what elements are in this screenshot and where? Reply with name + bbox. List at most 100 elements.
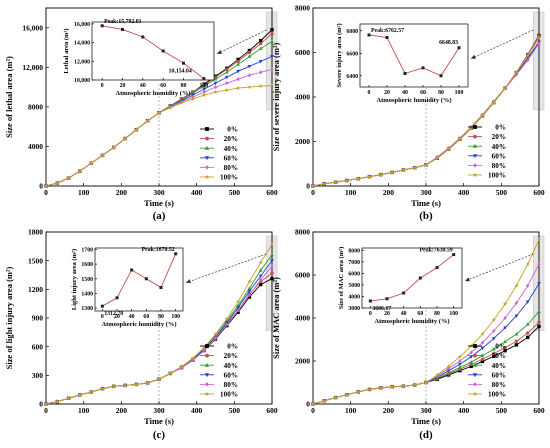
data-point xyxy=(77,168,82,173)
data-point xyxy=(236,59,240,64)
x-axis-label: Time (s) xyxy=(411,198,441,208)
y-tick-label: 8000 xyxy=(28,102,43,111)
data-point xyxy=(258,274,263,278)
data-point xyxy=(202,345,207,350)
data-point xyxy=(310,183,316,188)
x-tick-label: 500 xyxy=(496,406,508,415)
legend-marker xyxy=(205,353,209,358)
data-point xyxy=(259,41,263,46)
y-tick-label: 2000 xyxy=(295,357,310,366)
x-tick-label: 0 xyxy=(311,188,315,197)
inset-y-tick-label: 4000 xyxy=(348,294,360,300)
data-point xyxy=(247,84,252,89)
data-point xyxy=(503,315,507,321)
legend-marker xyxy=(204,391,210,396)
data-point xyxy=(247,286,252,290)
legend-label: 20% xyxy=(224,135,238,143)
inset-data-point xyxy=(439,74,443,78)
inset-data-point xyxy=(452,253,456,257)
data-point xyxy=(503,85,508,90)
legend-label: 60% xyxy=(224,154,238,162)
data-point xyxy=(270,32,274,36)
data-point xyxy=(536,35,542,40)
inset-y-tick-label: 3000 xyxy=(348,306,360,312)
data-point xyxy=(236,57,240,62)
data-point xyxy=(224,316,229,321)
y-tick-label: 2000 xyxy=(295,137,310,146)
data-point xyxy=(202,92,207,97)
x-tick-label: 0 xyxy=(311,406,315,415)
y-tick-label: 0 xyxy=(39,400,43,409)
inset-data-point xyxy=(385,36,389,39)
data-point xyxy=(378,172,383,177)
y-tick-label: 12,000 xyxy=(22,63,43,72)
data-point xyxy=(480,353,485,357)
y-tick-label: 6000 xyxy=(295,48,310,57)
data-point xyxy=(480,331,485,336)
x-tick-label: 600 xyxy=(533,188,545,197)
data-point xyxy=(55,180,60,185)
data-point xyxy=(344,178,349,183)
data-point xyxy=(356,176,361,181)
data-point xyxy=(458,362,462,367)
y-tick-label: 8000 xyxy=(295,228,310,237)
inset-x-tick-label: 100 xyxy=(199,83,208,89)
legend-label: 80% xyxy=(492,162,506,170)
data-point xyxy=(179,100,184,105)
inset-frame xyxy=(359,23,469,88)
inset-pointer-arrowhead xyxy=(471,54,476,59)
inset-x-tick-label: 40 xyxy=(140,83,146,89)
inset-x-axis-label: Atmospheric humidity (%) xyxy=(115,90,190,97)
data-point xyxy=(401,167,406,172)
inset-data-point xyxy=(100,304,104,308)
data-point xyxy=(247,54,252,58)
inset-y-axis-label: Severe injury area (m²) xyxy=(336,23,343,87)
data-point xyxy=(247,50,252,55)
data-point xyxy=(412,165,417,170)
y-axis-label: Size of MAC area (m²) xyxy=(271,277,281,359)
legend-marker xyxy=(472,143,478,148)
data-point xyxy=(236,62,240,66)
data-point xyxy=(514,343,519,347)
inset-x-tick-label: 0 xyxy=(101,83,104,89)
data-point xyxy=(333,395,338,400)
data-point xyxy=(446,369,451,373)
data-point xyxy=(514,314,519,318)
inset-annotation: Peak:1670.52 xyxy=(142,247,175,253)
inset-y-tick-label: 5000 xyxy=(348,283,360,289)
inset-data-point xyxy=(182,61,185,65)
y-axis-label: Size of severe injury area (m²) xyxy=(271,42,281,151)
y-tick-label: 0 xyxy=(306,400,310,409)
data-point xyxy=(457,354,462,359)
legend: 0%20% 40%60% 80% 100% xyxy=(468,343,506,399)
data-point xyxy=(269,83,275,88)
legend-label: 20% xyxy=(492,352,506,360)
data-point xyxy=(435,155,440,160)
data-point xyxy=(310,401,316,406)
data-point xyxy=(401,383,406,388)
inset-chart: 0 20 40 60 80 100 6400 6600 6800 Atmospheric humi… xyxy=(336,23,469,104)
legend-label: 80% xyxy=(224,164,238,172)
legend-label: 100% xyxy=(488,391,506,399)
data-point xyxy=(236,77,240,82)
legend-marker xyxy=(205,344,209,348)
inset-x-tick-label: 80 xyxy=(434,311,440,317)
data-point xyxy=(480,113,485,118)
data-point xyxy=(168,105,173,110)
x-tick-label: 0 xyxy=(44,188,48,197)
data-point xyxy=(77,392,82,397)
data-point xyxy=(526,58,530,63)
data-point xyxy=(190,96,195,101)
data-point xyxy=(270,39,274,43)
chart-panel-3: 0 100 200 300 400 500 600030060090012001500180… xyxy=(4,228,278,441)
x-tick-label: 300 xyxy=(153,406,165,415)
data-point xyxy=(423,380,429,385)
data-point xyxy=(236,69,240,74)
inset-y-tick-label: 10,000 xyxy=(74,78,90,84)
data-point xyxy=(480,340,485,345)
data-point xyxy=(202,90,206,95)
legend-marker xyxy=(205,127,209,131)
data-point xyxy=(247,73,252,78)
inset-annotation: Peak:6762.57 xyxy=(371,28,404,34)
inset-x-tick-label: 100 xyxy=(455,90,464,96)
